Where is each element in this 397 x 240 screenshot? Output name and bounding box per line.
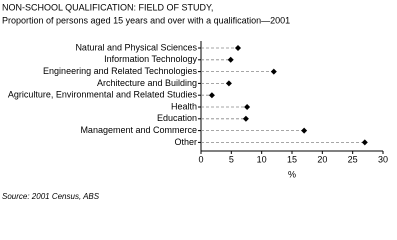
dot <box>227 56 234 63</box>
y-tick-label: Education <box>157 113 197 123</box>
x-tick-label: 15 <box>287 154 297 164</box>
dot <box>225 80 232 87</box>
chart: NON-SCHOOL QUALIFICATION: FIELD OF STUDY… <box>2 2 388 201</box>
x-axis-label: % <box>288 169 296 179</box>
y-tick-label: Natural and Physical Sciences <box>75 42 197 52</box>
chart-subtitle: Proportion of persons aged 15 years and … <box>2 15 290 25</box>
y-tick-label: Health <box>171 101 197 111</box>
x-tick-label: 30 <box>378 154 388 164</box>
x-tick-label: 25 <box>348 154 358 164</box>
x-tick-label: 0 <box>198 154 203 164</box>
dot <box>270 68 277 75</box>
y-tick-label: Other <box>174 137 197 147</box>
dot <box>242 115 249 122</box>
x-tick-label: 10 <box>257 154 267 164</box>
dot <box>301 127 308 134</box>
y-tick-label: Information Technology <box>104 54 197 64</box>
y-tick-label: Architecture and Building <box>97 78 197 88</box>
dot <box>361 139 368 146</box>
y-tick-label: Management and Commerce <box>80 125 197 135</box>
chart-title: NON-SCHOOL QUALIFICATION: FIELD OF STUDY… <box>2 2 213 12</box>
y-tick-label: Agriculture, Environmental and Related S… <box>8 90 198 100</box>
x-tick-label: 20 <box>317 154 327 164</box>
source: Source: 2001 Census, ABS <box>2 192 100 201</box>
y-tick-label: Engineering and Related Technologies <box>43 66 197 76</box>
dot <box>208 92 215 99</box>
dot <box>244 104 251 110</box>
x-tick-label: 5 <box>229 154 234 164</box>
dot <box>235 45 242 51</box>
